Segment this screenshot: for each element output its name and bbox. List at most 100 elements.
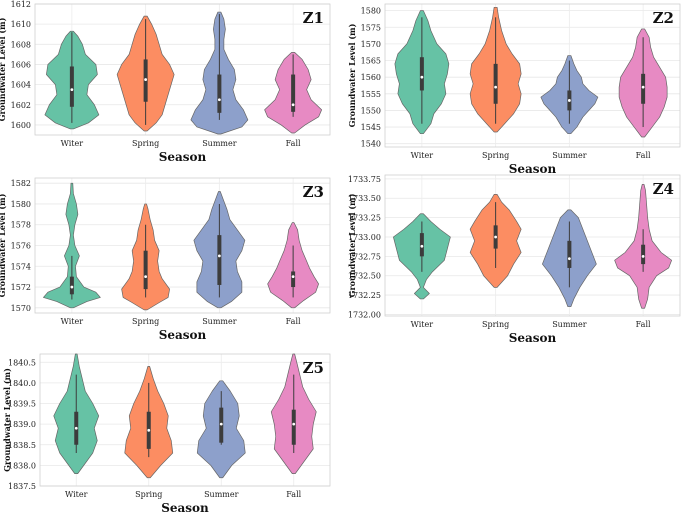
y-tick-label: 1839.0	[8, 420, 36, 429]
y-tick-label: 1565	[361, 57, 381, 66]
x-tick-label: Witer	[411, 151, 434, 160]
violin-iqr-box-witer	[419, 233, 424, 257]
y-tick-label: 1837.5	[8, 482, 36, 491]
violin-iqr-box-witer	[69, 276, 74, 295]
violin-median-spring	[494, 235, 498, 239]
x-tick-label: Spring	[132, 317, 159, 326]
violin-median-spring	[494, 85, 498, 89]
y-axis-label: Groundwater Level (m)	[347, 193, 357, 297]
plot-frame	[384, 174, 681, 317]
y-axis-label: Groundwater Level (m)	[347, 23, 357, 127]
x-tick-label: Witer	[411, 320, 434, 329]
x-tick-label: Witer	[61, 139, 84, 148]
x-tick-label: Summer	[552, 151, 587, 160]
violin-median-witer	[420, 244, 424, 248]
panel-title: Z4	[653, 180, 674, 198]
x-axis-label: Season	[159, 150, 207, 164]
x-tick-label: Summer	[202, 139, 237, 148]
y-tick-label: 1610	[11, 20, 31, 29]
violin-median-summer	[217, 98, 221, 102]
y-tick-label: 1606	[11, 60, 31, 69]
x-axis-label: Season	[161, 501, 209, 513]
y-tick-label: 1580	[361, 7, 381, 16]
y-tick-label: 1602	[11, 101, 31, 110]
y-tick-label: 1550	[361, 106, 381, 115]
violin-median-fall	[291, 103, 295, 107]
y-tick-label: 1545	[361, 123, 381, 132]
y-tick-label: 1733.75	[348, 175, 381, 184]
y-tick-label: 1838.0	[8, 461, 36, 470]
chart-panel-z4: Witer Spring Summer Fall 1732.00 1732.25 1732.…	[347, 174, 681, 345]
violin-iqr-box-fall	[291, 409, 296, 445]
x-axis-label: Season	[509, 162, 557, 176]
panel-title: Z3	[303, 183, 324, 201]
violin-iqr-box-fall	[291, 271, 296, 288]
panel-title: Z1	[303, 9, 324, 27]
y-tick-label: 1608	[11, 40, 31, 49]
y-tick-label: 1733.00	[348, 233, 381, 242]
x-tick-label: Spring	[482, 320, 509, 329]
x-tick-label: Fall	[636, 320, 651, 329]
x-tick-label: Summer	[202, 317, 237, 326]
chart-panel-z5: Witer Spring Summer Fall 1837.5 1838.0 1838.5 1…	[2, 353, 331, 513]
y-axis-label: Groundwater Level (m)	[0, 193, 7, 297]
y-tick-label: 1576	[11, 242, 31, 251]
x-tick-label: Spring	[135, 490, 162, 499]
y-tick-label: 1540	[361, 140, 381, 149]
x-tick-label: Summer	[204, 490, 239, 499]
x-tick-label: Fall	[636, 151, 651, 160]
x-axis-label: Season	[159, 328, 207, 342]
panel-title: Z5	[303, 359, 324, 377]
y-tick-label: 1732.00	[348, 310, 381, 319]
violin-median-witer	[70, 285, 74, 289]
violin-iqr-box-summer	[567, 240, 572, 268]
y-tick-label: 1839.5	[8, 400, 36, 409]
violin-median-summer	[567, 99, 571, 102]
x-tick-label: Spring	[132, 139, 159, 148]
violin-iqr-box-witer	[69, 66, 74, 107]
x-tick-label: Fall	[286, 317, 301, 326]
y-tick-label: 1732.75	[348, 252, 381, 261]
y-tick-label: 1560	[361, 73, 381, 82]
y-tick-label: 1733.50	[348, 194, 381, 203]
violin-iqr-box-summer	[217, 74, 222, 113]
violin-median-summer	[567, 257, 571, 261]
y-axis-label: Groundwater Level (m)	[2, 368, 12, 472]
violin-median-spring	[147, 428, 151, 432]
y-tick-label: 1578	[11, 221, 31, 230]
plot-frame	[34, 3, 331, 136]
violin-median-fall	[641, 85, 645, 89]
chart-panel-z3: Witer Spring Summer Fall 1570 1572 1574 1576 157…	[0, 177, 331, 342]
violin-iqr-box-spring	[493, 63, 498, 104]
x-tick-label: Spring	[482, 151, 509, 160]
x-tick-label: Fall	[286, 490, 301, 499]
y-tick-label: 1572	[11, 283, 31, 292]
y-tick-label: 1582	[11, 179, 31, 188]
y-tick-label: 1733.25	[348, 214, 381, 223]
violin-median-summer	[217, 254, 221, 258]
x-tick-label: Summer	[552, 320, 587, 329]
y-tick-label: 1575	[361, 23, 381, 32]
y-axis-label: Groundwater Level (m)	[0, 17, 7, 121]
y-tick-label: 1570	[11, 304, 31, 313]
violin-iqr-box-fall	[641, 244, 646, 265]
chart-panel-z1: Witer Spring Summer Fall 1600 1602 1604 1606 160…	[0, 0, 331, 164]
chart-panel-z2: Witer Spring Summer Fall 1540 1545 1550 1555 156…	[347, 3, 681, 176]
violin-median-summer	[219, 422, 223, 426]
x-tick-label: Witer	[65, 490, 88, 499]
y-tick-label: 1840.5	[8, 358, 36, 367]
violin-median-spring	[144, 275, 148, 279]
plot-frame	[39, 353, 331, 487]
y-tick-label: 1732.50	[348, 272, 381, 281]
panel-title: Z2	[653, 9, 674, 27]
violin-median-spring	[144, 78, 148, 81]
y-tick-label: 1555	[361, 90, 381, 99]
plot-frame	[34, 177, 331, 314]
y-tick-label: 1600	[11, 121, 31, 130]
x-tick-label: Witer	[61, 317, 84, 326]
violin-median-fall	[291, 275, 295, 279]
violin-iqr-box-summer	[217, 235, 222, 285]
y-tick-label: 1580	[11, 200, 31, 209]
violin-median-fall	[292, 422, 296, 426]
